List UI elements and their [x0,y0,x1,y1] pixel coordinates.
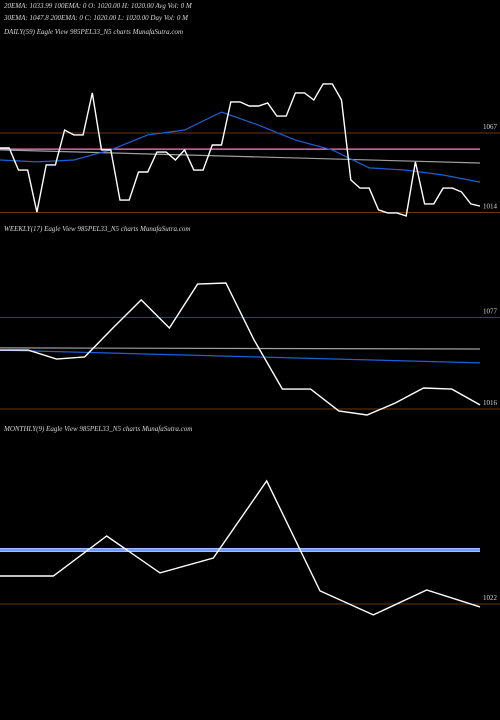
series-line [0,479,481,616]
y-tick-label: 1016 [483,399,498,407]
series-line [0,349,481,364]
y-tick-label: 1022 [483,594,498,602]
y-tick-label: 1067 [483,123,498,131]
panel-title: WEEKLY(17) Eagle View 985PEL33_N5 charts… [4,225,190,233]
y-tick-label: 1077 [483,308,498,316]
series-line [0,83,481,217]
series-line [0,111,481,183]
series-line [0,282,481,416]
series-line [0,347,481,350]
panel-title: DAILY(59) Eagle View 985PEL33_N5 charts … [3,28,183,36]
header-line: 30EMA: 1047.8 200EMA: 0 C: 1020.00 L: 10… [3,14,189,22]
header-line: 20EMA: 1033.99 100EMA: 0 O: 1020.00 H: 1… [4,2,193,10]
series-line [0,149,481,164]
panel-title: MONTHLY(9) Eagle View 985PEL33_N5 charts… [3,425,192,433]
y-tick-label: 1014 [483,203,498,211]
